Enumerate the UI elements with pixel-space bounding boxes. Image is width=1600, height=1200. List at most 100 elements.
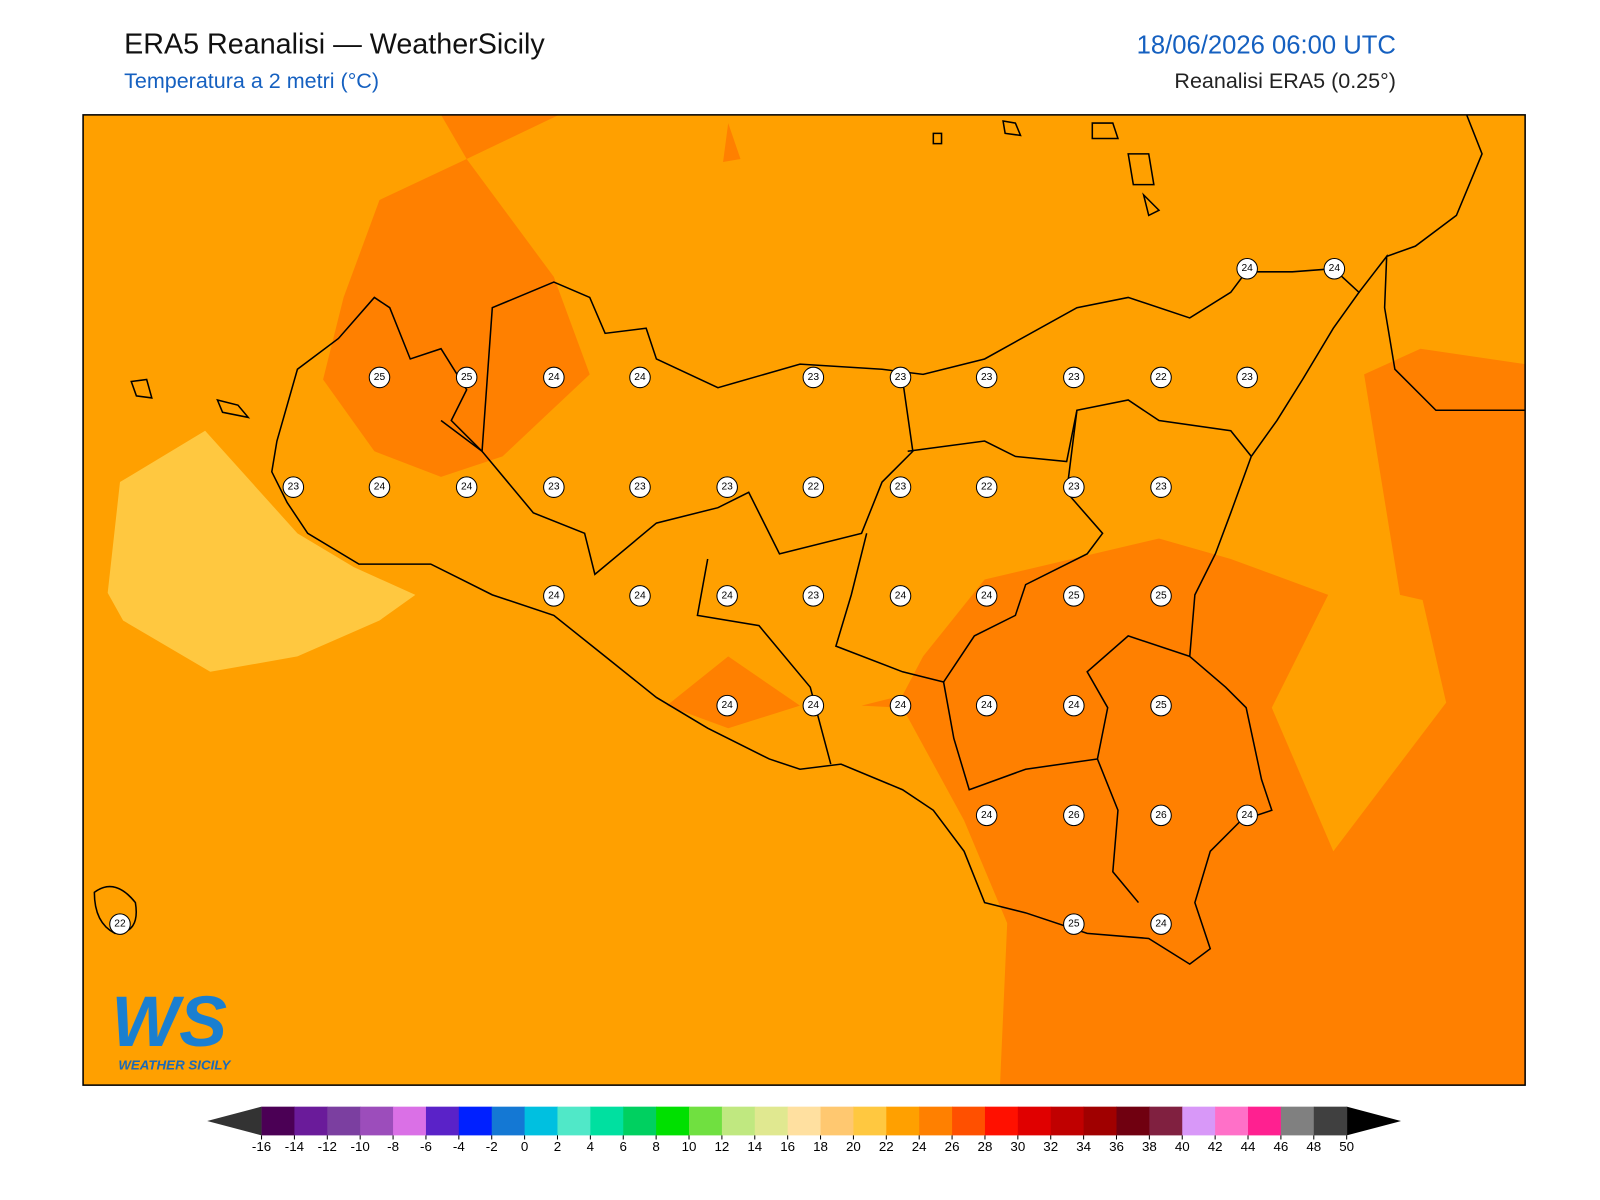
colorbar-label: 8 xyxy=(652,1139,659,1154)
colorbar-label: -8 xyxy=(387,1139,399,1154)
station-marker xyxy=(1063,804,1085,827)
station-value: 22 xyxy=(981,482,993,493)
colorbar-label: 20 xyxy=(846,1139,861,1154)
station-value: 24 xyxy=(1068,700,1080,711)
colorbar-segment xyxy=(984,1106,1019,1136)
station-marker xyxy=(368,476,391,498)
station-marker xyxy=(1063,366,1085,389)
station-marker xyxy=(1063,585,1085,607)
station: 24 xyxy=(368,476,391,498)
colorbar-label: 46 xyxy=(1273,1139,1288,1154)
station-value: 24 xyxy=(721,590,733,601)
station: 24 xyxy=(455,476,478,498)
field xyxy=(83,114,1526,1086)
station-value: 23 xyxy=(895,482,907,493)
station: 23 xyxy=(889,366,912,389)
station-value: 24 xyxy=(981,590,993,601)
station: 23 xyxy=(1063,476,1085,498)
station-marker xyxy=(1236,804,1258,827)
colorbar-segment xyxy=(1215,1106,1249,1136)
station-marker xyxy=(716,585,738,607)
colorbar-label: 6 xyxy=(620,1139,627,1154)
station-value: 22 xyxy=(1155,372,1167,383)
colorbar-label: 42 xyxy=(1208,1139,1223,1154)
colorbar-label: 38 xyxy=(1142,1139,1157,1154)
station-value: 25 xyxy=(461,372,473,383)
colorbar-segment xyxy=(656,1106,690,1136)
stations: 24 24 25 25 24 24 23 23 23 23 22 23 23 24 24 23 23 23 22 23… xyxy=(109,257,1346,935)
map-frame xyxy=(82,114,1526,1086)
station-value: 23 xyxy=(721,482,733,493)
station-marker xyxy=(1063,694,1085,717)
colorbar-label: 4 xyxy=(587,1139,595,1154)
colorbar-segment xyxy=(294,1106,328,1136)
station-marker xyxy=(975,804,998,827)
colorbar-label: -12 xyxy=(318,1139,337,1154)
station-marker xyxy=(455,366,478,389)
station-value: 23 xyxy=(895,372,907,383)
station-marker xyxy=(1236,257,1258,280)
station: 23 xyxy=(629,476,651,498)
colorbar-segment xyxy=(458,1106,493,1136)
source: Reanalisi ERA5 (0.25°) xyxy=(1174,69,1395,93)
station: 24 xyxy=(802,694,825,717)
station: 22 xyxy=(109,913,131,935)
station-value: 23 xyxy=(1155,482,1167,493)
colorbar-segment xyxy=(261,1106,295,1136)
colorbar-segment xyxy=(853,1106,887,1136)
station: 25 xyxy=(1063,585,1085,607)
title: ERA5 Reanalisi — WeatherSicily xyxy=(124,28,545,60)
field-warm xyxy=(323,158,590,477)
station: 24 xyxy=(716,694,738,717)
station-marker xyxy=(1150,694,1172,717)
station-value: 23 xyxy=(1068,482,1080,493)
station-marker xyxy=(1236,366,1258,389)
colorbar-segment xyxy=(360,1106,394,1136)
station: 22 xyxy=(975,476,998,498)
colorbar-segment xyxy=(1083,1106,1118,1136)
station-value: 24 xyxy=(634,372,646,383)
station-marker xyxy=(1063,913,1085,935)
colorbar-label: 0 xyxy=(521,1139,528,1154)
colorbar-label: 16 xyxy=(780,1139,795,1154)
colorbar-label: 2 xyxy=(554,1139,561,1154)
station-marker xyxy=(543,366,565,389)
colorbar-segment xyxy=(919,1106,953,1136)
station-marker xyxy=(889,476,912,498)
field-warm xyxy=(861,348,1526,1086)
station-marker xyxy=(716,694,738,717)
colorbar-segment xyxy=(952,1106,986,1136)
station: 25 xyxy=(455,366,478,389)
island xyxy=(93,120,1161,935)
station: 24 xyxy=(889,585,912,607)
colorbar-over xyxy=(1346,1106,1402,1136)
colorbar: -16 -14 -12 -10 -8 -6 -4 -2 0 2 4 6 8 10 12 14 16 18 20 22 2… xyxy=(207,1106,1402,1154)
station-value: 24 xyxy=(1329,263,1341,274)
colorbar-segment xyxy=(1116,1106,1150,1136)
station-marker xyxy=(1150,585,1172,607)
colorbar-label: -10 xyxy=(351,1139,370,1154)
station: 23 xyxy=(889,476,912,498)
station-value: 23 xyxy=(288,482,300,493)
colorbar-segment xyxy=(557,1106,591,1136)
station: 25 xyxy=(1150,694,1172,717)
station: 24 xyxy=(716,585,738,607)
station: 22 xyxy=(1150,366,1172,389)
colorbar-segment xyxy=(1050,1106,1085,1136)
station-value: 25 xyxy=(1068,590,1080,601)
field-warm xyxy=(441,114,559,159)
station-marker xyxy=(1323,257,1346,280)
station-value: 23 xyxy=(981,372,993,383)
station: 24 xyxy=(975,804,998,827)
colorbar-segment xyxy=(1280,1106,1315,1136)
station: 24 xyxy=(1323,257,1346,280)
station-value: 23 xyxy=(1241,372,1253,383)
field-warm xyxy=(666,656,800,729)
station-value: 23 xyxy=(1068,372,1080,383)
province-border xyxy=(834,399,1252,683)
station-marker xyxy=(1063,476,1085,498)
colorbar-label: 50 xyxy=(1339,1139,1354,1154)
colorbar-segment xyxy=(1017,1106,1052,1136)
field-cool xyxy=(107,430,416,672)
